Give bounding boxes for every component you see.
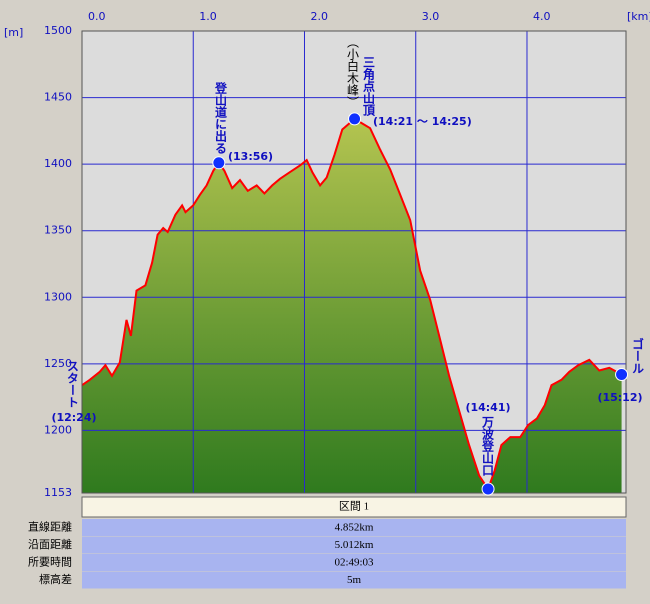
marker-label: ゴール <box>631 337 645 374</box>
x-tick-label: 0.0 <box>88 10 106 23</box>
plot-border <box>81 30 627 494</box>
y-tick-label: 1400 <box>44 157 72 170</box>
y-tick-label: 1450 <box>44 91 72 104</box>
x-tick-label: 3.0 <box>422 10 440 23</box>
table-cell-bg <box>82 554 626 571</box>
row-label: 直線距離 <box>28 520 72 534</box>
table-header-bg <box>81 496 627 518</box>
marker-dot <box>615 368 629 382</box>
marker-note: （小白木峰） <box>346 36 360 108</box>
row-value: 4.852km <box>335 522 374 534</box>
marker-time: (14:41) <box>465 401 510 414</box>
area-fill <box>82 118 622 494</box>
table-header: 区間 1 <box>339 500 369 513</box>
row-label: 標高差 <box>39 572 72 586</box>
row-label: 所要時間 <box>28 556 72 569</box>
marker-dot <box>481 482 495 496</box>
table-cell-bg <box>82 519 626 536</box>
row-value: 02:49:03 <box>334 557 374 569</box>
profile-line <box>81 117 623 492</box>
row-label: 沿面距離 <box>28 537 72 551</box>
y-unit: [m] <box>4 26 23 39</box>
marker-label: 三角点山頂 <box>362 56 376 117</box>
y-tick-label: 1153 <box>44 486 72 499</box>
row-value: 5m <box>347 574 362 586</box>
marker-label: 万波登山口 <box>481 416 495 477</box>
table-cell-bg <box>82 571 626 589</box>
x-unit: [km] <box>627 10 650 23</box>
y-tick-label: 1500 <box>44 24 72 37</box>
marker-time: (12:24) <box>51 411 96 424</box>
marker-label: スタート <box>66 360 80 408</box>
y-tick-label: 1250 <box>44 357 72 370</box>
y-tick-label: 1200 <box>44 423 72 436</box>
row-value: 5.012km <box>335 539 374 551</box>
x-tick-label: 1.0 <box>199 10 217 23</box>
y-tick-label: 1300 <box>44 290 72 303</box>
marker-time: (14:21 ～ 14:25) <box>373 115 472 128</box>
marker-label: 登山道に出る <box>214 81 228 154</box>
marker-dot <box>348 112 362 126</box>
y-tick-label: 1350 <box>44 224 72 237</box>
table-cell-bg <box>82 536 626 554</box>
x-tick-label: 2.0 <box>310 10 328 23</box>
marker-time: (13:56) <box>228 150 273 163</box>
marker-time: (15:12) <box>597 391 642 404</box>
marker-dot <box>212 156 226 170</box>
x-tick-label: 4.0 <box>533 10 551 23</box>
